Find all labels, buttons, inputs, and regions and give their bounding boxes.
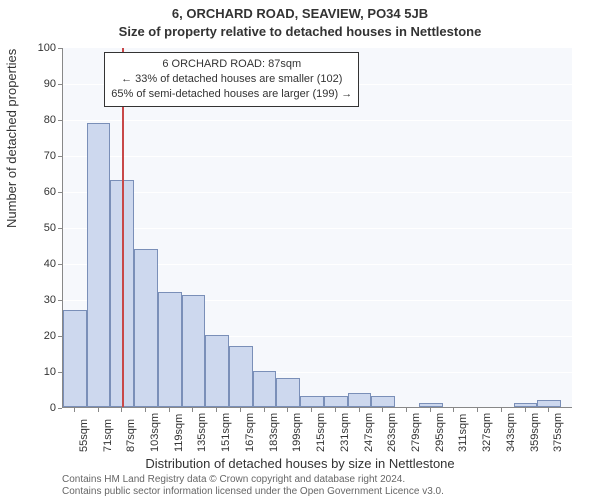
x-tick-mark xyxy=(264,408,265,412)
x-tick-label: 263sqm xyxy=(386,413,398,452)
histogram-bar xyxy=(134,249,158,407)
x-tick-mark xyxy=(335,408,336,412)
x-tick-label: 151sqm xyxy=(220,413,232,452)
x-tick-label: 87sqm xyxy=(125,419,137,452)
x-tick-label: 231sqm xyxy=(339,413,351,452)
histogram-bar xyxy=(419,403,443,407)
annotation-box: 6 ORCHARD ROAD: 87sqm← 33% of detached h… xyxy=(104,52,359,107)
x-tick-mark xyxy=(216,408,217,412)
x-tick-label: 103sqm xyxy=(149,413,161,452)
y-tick-label: 100 xyxy=(16,42,56,54)
x-tick-mark xyxy=(74,408,75,412)
y-tick-label: 30 xyxy=(16,294,56,306)
x-tick-mark xyxy=(240,408,241,412)
histogram-bar xyxy=(537,400,561,407)
histogram-bar xyxy=(158,292,182,407)
gridline xyxy=(63,228,572,229)
x-tick-mark xyxy=(453,408,454,412)
x-tick-mark xyxy=(311,408,312,412)
histogram-bar xyxy=(514,403,538,407)
y-tick-label: 20 xyxy=(16,330,56,342)
y-axis-label: Number of detached properties xyxy=(4,49,19,228)
x-tick-label: 311sqm xyxy=(457,414,469,452)
histogram-bar xyxy=(348,393,372,407)
histogram-bar xyxy=(300,396,324,407)
x-tick-label: 55sqm xyxy=(78,419,90,452)
y-tick-label: 60 xyxy=(16,186,56,198)
x-tick-mark xyxy=(477,408,478,412)
x-tick-label: 375sqm xyxy=(552,413,564,452)
plot-area: 6 ORCHARD ROAD: 87sqm← 33% of detached h… xyxy=(62,48,572,408)
y-tick-label: 0 xyxy=(16,402,56,414)
y-tick-label: 90 xyxy=(16,78,56,90)
x-tick-mark xyxy=(98,408,99,412)
x-tick-mark xyxy=(548,408,549,412)
gridline xyxy=(63,192,572,193)
footer-line-1: Contains HM Land Registry data © Crown c… xyxy=(62,474,444,486)
histogram-bar xyxy=(253,371,277,407)
x-tick-mark xyxy=(359,408,360,412)
x-tick-mark xyxy=(525,408,526,412)
chart-supertitle: 6, ORCHARD ROAD, SEAVIEW, PO34 5JB xyxy=(0,6,600,21)
x-tick-mark xyxy=(430,408,431,412)
histogram-bar xyxy=(371,396,395,407)
y-tick-label: 70 xyxy=(16,150,56,162)
x-axis-label: Distribution of detached houses by size … xyxy=(0,456,600,471)
x-tick-label: 135sqm xyxy=(196,413,208,452)
annotation-line: 65% of semi-detached houses are larger (… xyxy=(111,87,352,102)
x-tick-label: 199sqm xyxy=(291,413,303,452)
histogram-bar xyxy=(276,378,300,407)
x-tick-label: 279sqm xyxy=(410,413,422,452)
x-tick-mark xyxy=(501,408,502,412)
x-tick-label: 183sqm xyxy=(268,413,280,452)
x-tick-mark xyxy=(145,408,146,412)
histogram-bar xyxy=(205,335,229,407)
gridline xyxy=(63,156,572,157)
annotation-line: ← 33% of detached houses are smaller (10… xyxy=(111,72,352,87)
x-tick-mark xyxy=(169,408,170,412)
x-tick-label: 359sqm xyxy=(529,413,541,452)
footer-line-2: Contains public sector information licen… xyxy=(62,486,444,498)
x-tick-label: 167sqm xyxy=(244,413,256,452)
chart-title: Size of property relative to detached ho… xyxy=(0,24,600,39)
x-tick-label: 247sqm xyxy=(363,413,375,452)
x-tick-mark xyxy=(406,408,407,412)
histogram-bar xyxy=(87,123,111,407)
y-tick-mark xyxy=(58,408,62,409)
x-tick-label: 119sqm xyxy=(173,414,185,452)
attribution-footer: Contains HM Land Registry data © Crown c… xyxy=(62,474,444,498)
annotation-line: 6 ORCHARD ROAD: 87sqm xyxy=(111,57,352,72)
x-tick-mark xyxy=(287,408,288,412)
histogram-bar xyxy=(182,295,206,407)
y-tick-label: 40 xyxy=(16,258,56,270)
x-tick-label: 295sqm xyxy=(434,413,446,452)
x-tick-label: 327sqm xyxy=(481,413,493,452)
chart-container: 6, ORCHARD ROAD, SEAVIEW, PO34 5JB Size … xyxy=(0,0,600,500)
x-tick-label: 71sqm xyxy=(102,419,114,452)
x-tick-label: 215sqm xyxy=(315,413,327,452)
x-tick-mark xyxy=(382,408,383,412)
x-tick-mark xyxy=(192,408,193,412)
histogram-bar xyxy=(324,396,348,407)
y-tick-label: 50 xyxy=(16,222,56,234)
histogram-bar xyxy=(229,346,253,407)
x-tick-mark xyxy=(121,408,122,412)
x-tick-label: 343sqm xyxy=(505,413,517,452)
y-tick-label: 80 xyxy=(16,114,56,126)
histogram-bar xyxy=(63,310,87,407)
gridline xyxy=(63,120,572,121)
y-tick-label: 10 xyxy=(16,366,56,378)
